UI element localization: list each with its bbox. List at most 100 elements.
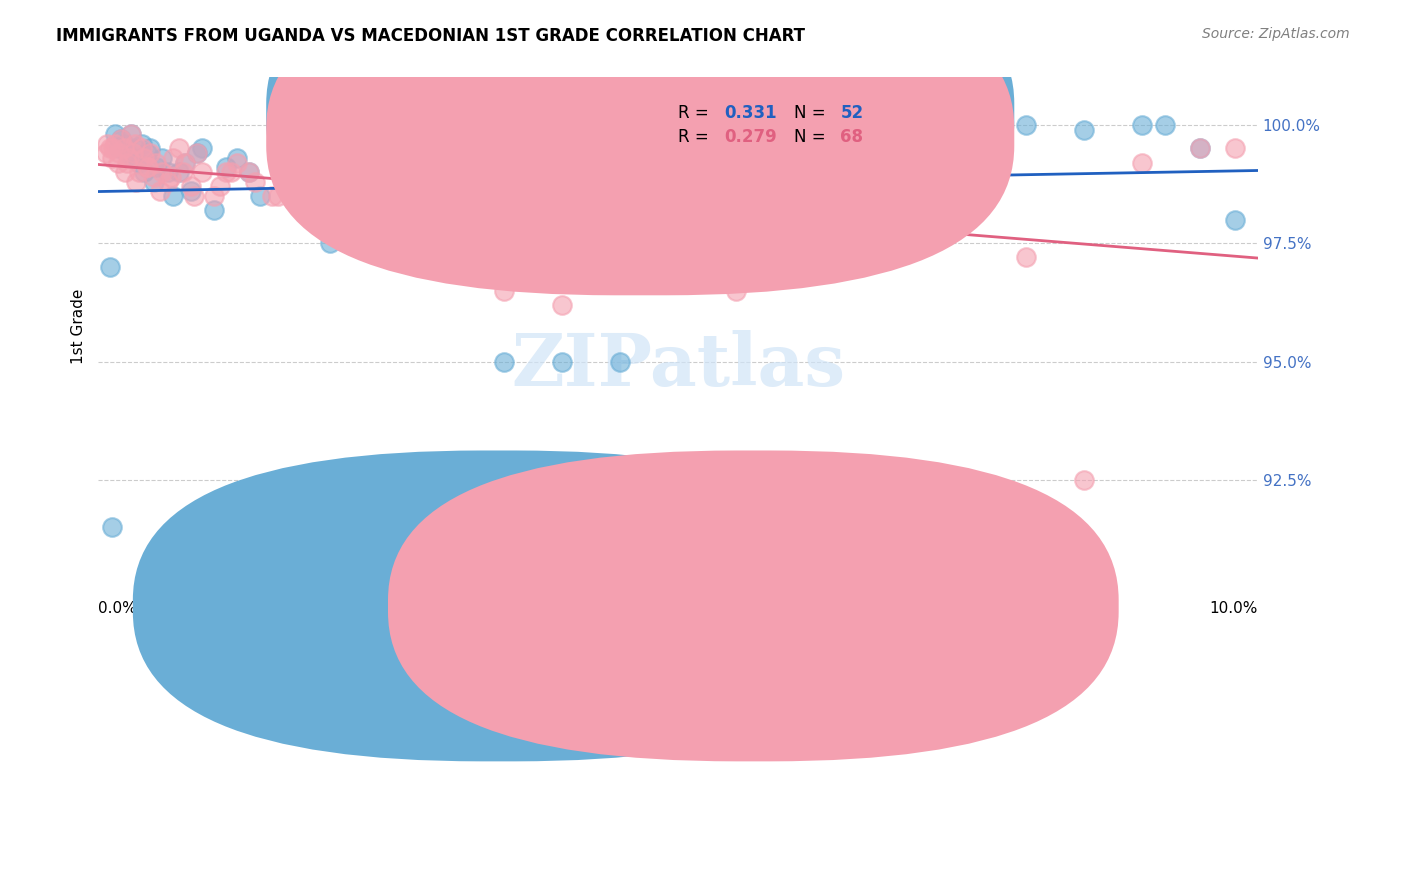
Point [1188, 141, 1211, 155]
Point [104, 128, 127, 142]
Point [724, 284, 747, 298]
Point [208, 179, 231, 194]
Point [666, 165, 689, 179]
Point [1223, 141, 1246, 155]
Point [135, 146, 157, 161]
Point [492, 284, 515, 298]
Point [249, 189, 271, 203]
Point [139, 146, 162, 161]
Text: 0.0%: 0.0% [98, 601, 136, 615]
Point [226, 151, 249, 165]
Point [307, 175, 329, 189]
Text: 52: 52 [841, 104, 863, 122]
Point [183, 189, 205, 203]
Point [150, 151, 173, 165]
Point [342, 189, 364, 203]
Point [238, 165, 260, 179]
Point [101, 520, 124, 534]
Text: R =: R = [678, 128, 714, 146]
Point [319, 236, 342, 251]
Point [186, 146, 208, 161]
Point [609, 354, 631, 368]
FancyBboxPatch shape [132, 450, 863, 762]
Point [174, 155, 197, 169]
FancyBboxPatch shape [591, 93, 928, 152]
Point [180, 179, 202, 194]
Point [551, 298, 574, 312]
Point [202, 189, 225, 203]
Point [101, 141, 124, 155]
Point [956, 128, 979, 142]
Point [101, 151, 124, 165]
Point [160, 169, 183, 184]
Point [284, 155, 307, 169]
Point [145, 161, 167, 175]
Point [956, 189, 979, 203]
Point [551, 354, 574, 368]
Point [128, 155, 150, 169]
Point [1073, 473, 1095, 487]
Point [898, 122, 921, 136]
Point [142, 169, 165, 184]
Point [273, 141, 295, 155]
Point [121, 146, 143, 161]
Point [136, 161, 159, 175]
Point [377, 222, 399, 236]
Point [135, 161, 157, 175]
Point [202, 203, 225, 218]
Point [174, 155, 197, 169]
Text: 68: 68 [841, 128, 863, 146]
Point [110, 132, 132, 146]
Text: R =: R = [678, 104, 714, 122]
Point [1130, 155, 1153, 169]
Point [191, 141, 214, 155]
Point [295, 175, 318, 189]
Point [724, 128, 747, 142]
Point [118, 151, 141, 165]
Point [898, 175, 921, 189]
Point [377, 236, 399, 251]
Point [156, 175, 179, 189]
Point [492, 354, 515, 368]
FancyBboxPatch shape [266, 0, 1014, 295]
Y-axis label: 1st Grade: 1st Grade [72, 288, 86, 364]
Point [115, 146, 138, 161]
Point [783, 141, 806, 155]
Point [112, 141, 135, 155]
Point [114, 165, 136, 179]
Point [112, 136, 135, 151]
Point [243, 175, 266, 189]
Point [131, 136, 153, 151]
Point [134, 165, 156, 179]
FancyBboxPatch shape [388, 450, 1119, 762]
Point [1223, 212, 1246, 227]
Point [124, 136, 146, 151]
Point [104, 136, 127, 151]
Point [783, 236, 806, 251]
Point [131, 141, 153, 155]
Point [399, 222, 422, 236]
Point [180, 184, 202, 198]
Text: Immigrants from Uganda: Immigrants from Uganda [524, 590, 716, 605]
Point [666, 141, 689, 155]
Point [434, 212, 457, 227]
Point [156, 165, 179, 179]
Point [139, 141, 162, 155]
Text: N =: N = [794, 128, 831, 146]
Point [214, 161, 236, 175]
Point [162, 189, 184, 203]
Point [1015, 118, 1038, 132]
Point [96, 136, 118, 151]
Point [128, 165, 150, 179]
Text: N =: N = [794, 104, 831, 122]
Point [267, 189, 290, 203]
Text: Source: ZipAtlas.com: Source: ZipAtlas.com [1202, 27, 1350, 41]
Point [110, 132, 132, 146]
Point [108, 141, 131, 155]
Point [319, 175, 342, 189]
Text: ZIPatlas: ZIPatlas [510, 330, 845, 401]
Point [342, 189, 364, 203]
Point [214, 165, 236, 179]
Text: Macedonians: Macedonians [801, 590, 903, 605]
Point [134, 151, 156, 165]
